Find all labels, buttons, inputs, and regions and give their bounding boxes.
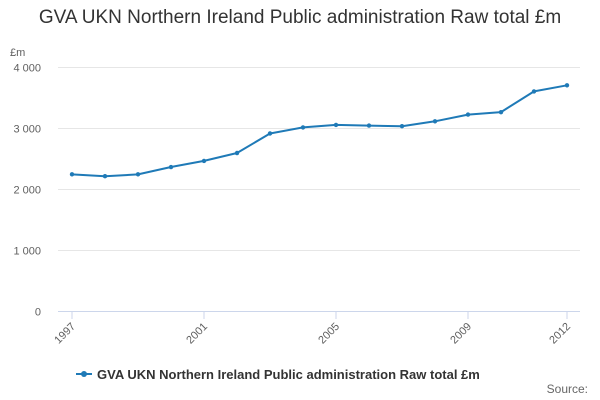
data-point — [366, 123, 372, 128]
y-tick-label: 4 000 — [13, 63, 41, 75]
x-tick-label: 2012 — [547, 321, 573, 347]
y-tick-label: 3 000 — [13, 124, 41, 136]
data-point — [465, 112, 471, 117]
credits-text[interactable]: Source: — [546, 382, 588, 396]
data-point — [432, 119, 438, 124]
data-point — [333, 122, 339, 128]
data-point — [168, 164, 174, 170]
data-point — [300, 125, 306, 130]
data-point — [201, 158, 207, 164]
legend[interactable]: GVA UKN Northern Ireland Public administ… — [76, 365, 480, 383]
data-point — [135, 172, 141, 177]
data-point — [234, 150, 240, 156]
y-axis-unit-label: £m — [10, 47, 25, 59]
x-tick-label: 2001 — [184, 321, 210, 347]
data-point — [564, 83, 570, 88]
x-tick-label: 2005 — [316, 321, 342, 347]
y-tick-label: 2 000 — [13, 185, 41, 197]
data-point — [531, 89, 537, 94]
y-tick-label: 0 — [35, 307, 41, 319]
series-line — [71, 84, 568, 178]
data-point — [69, 172, 75, 177]
x-tick-label: 2009 — [448, 321, 474, 347]
data-point — [399, 123, 405, 129]
data-point — [267, 131, 273, 136]
x-tick-label: 1997 — [52, 321, 78, 347]
legend-swatch-icon — [76, 369, 92, 379]
data-point — [498, 109, 504, 115]
data-point — [102, 173, 108, 179]
y-tick-label: 1 000 — [13, 246, 41, 258]
legend-label: GVA UKN Northern Ireland Public administ… — [97, 366, 480, 382]
chart-title: GVA UKN Northern Ireland Public administ… — [38, 7, 562, 28]
